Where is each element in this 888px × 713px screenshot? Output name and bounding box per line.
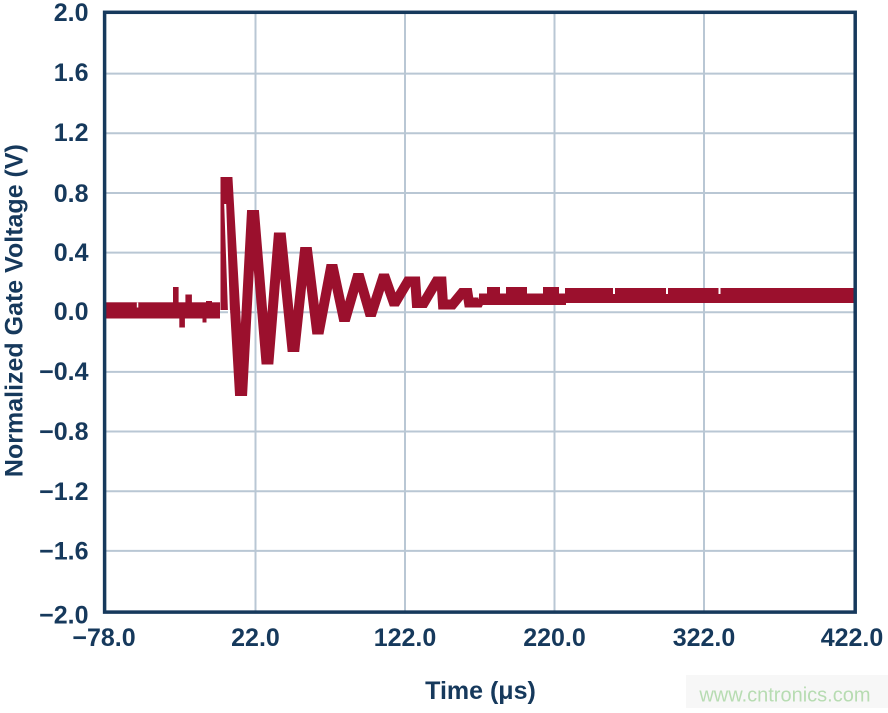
svg-text:−78.0: −78.0 (72, 624, 135, 652)
svg-text:−2.0: −2.0 (39, 602, 88, 630)
svg-text:0.0: 0.0 (54, 298, 89, 326)
svg-text:0.8: 0.8 (54, 180, 89, 208)
svg-text:−0.4: −0.4 (39, 358, 88, 386)
svg-text:1.2: 1.2 (54, 119, 89, 147)
svg-text:1.6: 1.6 (54, 59, 89, 87)
svg-text:122.0: 122.0 (374, 624, 437, 652)
svg-text:220.0: 220.0 (523, 624, 586, 652)
svg-text:22.0: 22.0 (231, 624, 280, 652)
svg-text:−1.2: −1.2 (39, 478, 88, 506)
svg-text:422.0: 422.0 (821, 624, 884, 652)
svg-text:Time (μs): Time (μs) (425, 677, 536, 705)
svg-text:322.0: 322.0 (673, 624, 736, 652)
svg-text:−1.6: −1.6 (39, 538, 88, 566)
svg-text:www.cntronics.com: www.cntronics.com (698, 685, 870, 707)
svg-text:0.4: 0.4 (54, 239, 89, 267)
svg-text:Normalized Gate Voltage (V): Normalized Gate Voltage (V) (1, 144, 29, 477)
svg-text:2.0: 2.0 (54, 0, 89, 27)
svg-text:−0.8: −0.8 (39, 418, 88, 446)
